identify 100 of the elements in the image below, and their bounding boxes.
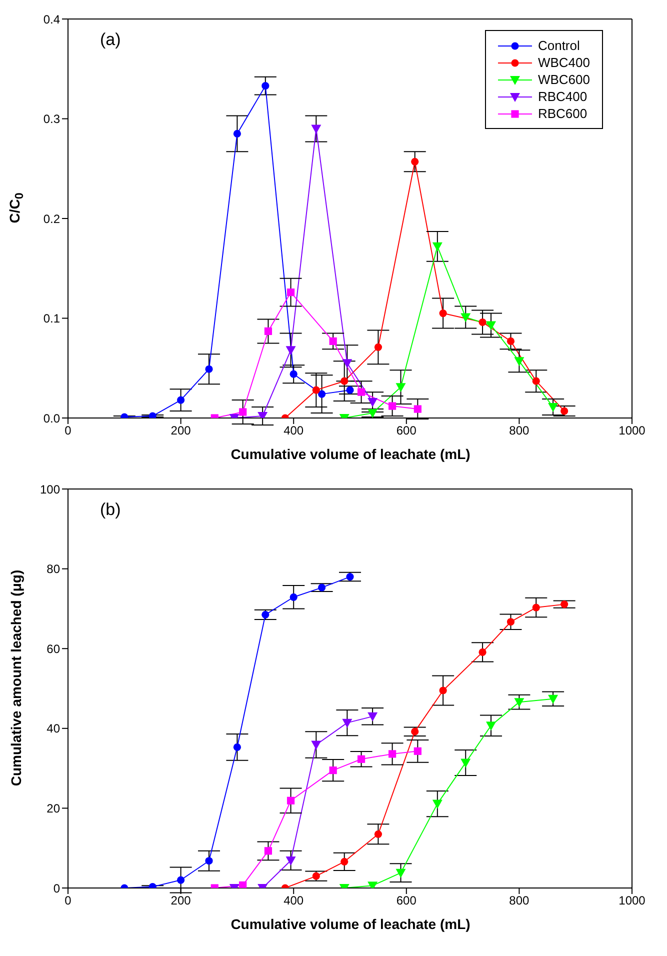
y-tick-label: 40	[46, 722, 60, 736]
legend-label: WBC400	[538, 54, 590, 71]
point	[177, 396, 185, 404]
point	[329, 337, 337, 345]
point	[342, 718, 352, 728]
legend-label: RBC600	[538, 105, 588, 122]
y-axis-title: Cumulative amount leached (μg)	[8, 570, 24, 786]
point	[148, 412, 156, 418]
point	[340, 377, 348, 385]
point	[411, 158, 419, 166]
y-tick-label: 0.3	[43, 112, 60, 126]
point	[439, 309, 447, 318]
x-tick-label: 0	[64, 894, 72, 908]
point	[264, 847, 272, 855]
point	[286, 856, 296, 866]
point	[532, 604, 540, 612]
point	[290, 370, 298, 378]
point	[329, 766, 337, 774]
point	[374, 343, 382, 351]
y-tick-label: 0.1	[43, 312, 60, 326]
y-tick-label: 0.2	[43, 212, 60, 226]
point	[506, 337, 515, 345]
point	[486, 722, 496, 731]
point	[548, 403, 558, 412]
point	[290, 593, 298, 601]
point	[368, 409, 378, 418]
x-tick-label: 0	[64, 424, 72, 438]
x-tick-label: 600	[396, 424, 417, 438]
point	[312, 872, 320, 880]
point	[478, 318, 486, 326]
x-tick-label: 800	[509, 894, 530, 908]
x-axis-title: Cumulative volume of leachate (mL)	[230, 916, 472, 932]
point	[486, 321, 496, 330]
point	[532, 377, 540, 385]
point	[368, 712, 378, 722]
point	[318, 584, 326, 592]
point	[439, 686, 447, 694]
point	[239, 881, 247, 888]
point	[286, 288, 295, 296]
x-tick-label: 200	[170, 894, 192, 908]
point	[262, 610, 270, 618]
point	[414, 405, 422, 413]
point	[233, 743, 241, 751]
point	[346, 572, 354, 581]
point	[414, 747, 422, 755]
x-tick-label: 1000	[618, 894, 646, 908]
y-tick-label: 0.4	[43, 12, 60, 26]
point	[368, 398, 378, 408]
point	[346, 386, 354, 394]
point	[548, 694, 558, 704]
point	[342, 359, 352, 368]
y-tick-label: 0.0	[43, 411, 60, 426]
point	[460, 313, 471, 322]
annotation: (b)	[100, 500, 121, 520]
point	[233, 130, 241, 138]
point	[264, 327, 272, 336]
x-tick-label: 1000	[618, 424, 646, 438]
point	[560, 600, 568, 608]
point	[205, 857, 213, 865]
x-tick-label: 200	[170, 424, 192, 438]
legend-label: Control	[538, 37, 580, 54]
point	[239, 408, 247, 416]
point	[311, 740, 322, 750]
x-tick-label: 400	[284, 894, 304, 908]
point	[340, 858, 348, 866]
annotation: (a)	[100, 30, 121, 50]
point	[514, 698, 524, 708]
point	[312, 386, 320, 394]
point	[478, 648, 486, 656]
point	[177, 876, 185, 884]
point	[388, 402, 396, 410]
legend-label: WBC600	[538, 71, 590, 88]
point	[311, 124, 322, 134]
point	[432, 800, 442, 809]
point	[357, 388, 366, 396]
point	[432, 242, 442, 252]
legend-label: RBC400	[538, 88, 588, 105]
point	[374, 830, 382, 838]
x-tick-label: 600	[396, 894, 417, 908]
point	[205, 365, 213, 373]
y-tick-label: 100	[40, 482, 60, 496]
y-tick-label: 60	[46, 642, 60, 656]
x-axis-title: Cumulative volume of leachate (mL)	[230, 446, 472, 462]
point	[388, 750, 396, 758]
x-tick-label: 400	[284, 424, 304, 438]
point	[396, 868, 406, 878]
point	[286, 796, 295, 804]
y-tick-label: 20	[46, 801, 60, 816]
point	[262, 82, 270, 90]
point	[286, 346, 296, 356]
point	[396, 383, 406, 392]
point	[514, 357, 524, 366]
y-tick-label: 0	[53, 881, 60, 896]
point	[460, 758, 471, 768]
y-tick-label: 80	[46, 562, 60, 576]
point	[411, 728, 419, 736]
point	[357, 755, 366, 763]
x-tick-label: 800	[509, 424, 530, 438]
point	[318, 390, 326, 398]
point	[506, 618, 515, 626]
